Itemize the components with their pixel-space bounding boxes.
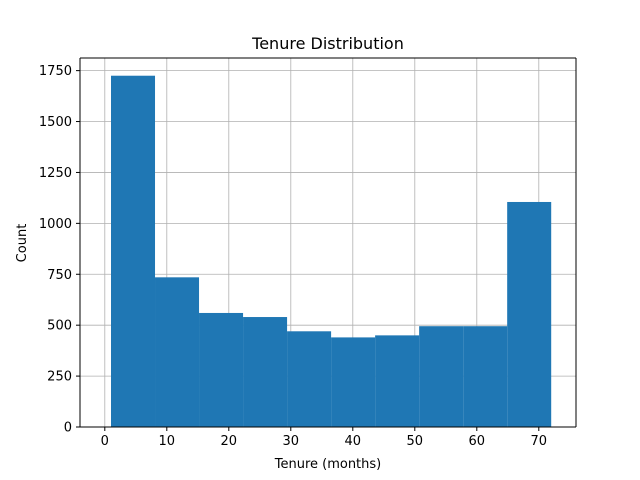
histogram-bar: [243, 317, 288, 427]
ticks-layer: 0 10 20 30 40 50 60 70 0 250 500 750 1000 1250 1500 175…: [39, 64, 547, 449]
x-tick-label: 50: [407, 434, 424, 449]
x-tick-label: 70: [531, 434, 548, 449]
y-tick-label: 1250: [39, 166, 72, 181]
x-tick-label: 60: [469, 434, 486, 449]
chart-title: Tenure Distribution: [251, 34, 404, 53]
histogram-bar: [199, 312, 244, 427]
histogram-bar: [331, 337, 376, 427]
y-tick-label: 500: [47, 319, 72, 334]
y-tick-label: 250: [47, 370, 72, 385]
histogram-bar: [419, 326, 464, 427]
bars-layer: [111, 75, 552, 427]
histogram-bar: [287, 331, 332, 427]
histogram-bar: [507, 201, 552, 427]
y-tick-label: 0: [64, 421, 72, 436]
y-tick-label: 1000: [39, 217, 72, 232]
x-tick-label: 0: [101, 434, 109, 449]
x-axis-title: Tenure (months): [274, 457, 382, 472]
x-tick-label: 30: [283, 434, 300, 449]
histogram-bar: [155, 277, 200, 427]
histogram-bar: [375, 335, 420, 427]
y-tick-label: 1500: [39, 115, 72, 130]
y-tick-label: 1750: [39, 64, 72, 79]
y-axis-title: Count: [15, 224, 30, 263]
y-tick-label: 750: [47, 268, 72, 283]
x-tick-label: 20: [221, 434, 238, 449]
histogram-bar: [111, 75, 156, 427]
x-tick-label: 40: [345, 434, 362, 449]
x-tick-label: 10: [159, 434, 176, 449]
histogram-bar: [463, 326, 508, 427]
axes-layer: [79, 57, 577, 428]
